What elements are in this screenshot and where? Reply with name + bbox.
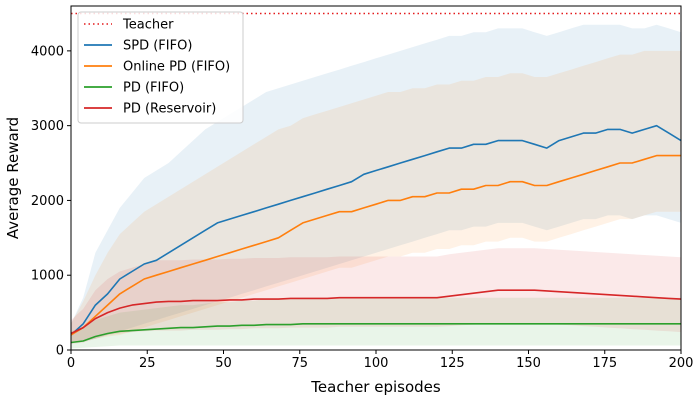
legend-label: SPD (FIFO) bbox=[123, 39, 192, 54]
band-0 bbox=[71, 24, 681, 343]
legend-box bbox=[77, 11, 244, 124]
series-line-2 bbox=[70, 322, 681, 344]
y-tick-label: 1000 bbox=[31, 269, 64, 284]
y-axis-ticks: 0 1000 2000 3000 4000 bbox=[31, 44, 71, 359]
y-tick-label: 0 bbox=[56, 344, 64, 359]
x-tick-label: 175 bbox=[592, 356, 617, 371]
band-3 bbox=[71, 248, 681, 344]
x-tick-label: 150 bbox=[516, 356, 541, 371]
y-axis-label: Average Reward bbox=[4, 117, 22, 239]
x-axis-label: Teacher episodes bbox=[310, 378, 441, 396]
legend-label: PD (Reservoir) bbox=[123, 102, 216, 117]
legend-label: Teacher bbox=[122, 18, 174, 33]
series-lines bbox=[70, 124, 682, 344]
x-tick-label: 75 bbox=[291, 356, 308, 371]
x-tick-label: 100 bbox=[364, 356, 389, 371]
series-line-3 bbox=[70, 289, 682, 335]
legend: Teacher SPD (FIFO) Online PD (FIFO) PD (FIF… bbox=[77, 11, 244, 124]
legend-label: Online PD (FIFO) bbox=[123, 60, 230, 75]
y-tick-label: 3000 bbox=[31, 119, 64, 134]
series-line-1 bbox=[70, 154, 681, 336]
y-tick-label: 4000 bbox=[31, 44, 64, 59]
band-1 bbox=[71, 50, 681, 343]
series-line-0 bbox=[70, 124, 682, 336]
x-tick-label: 25 bbox=[139, 356, 156, 371]
x-tick-label: 50 bbox=[215, 356, 232, 371]
x-axis-ticks: 0 25 50 75 100 125 150 175 200 bbox=[67, 350, 694, 371]
x-tick-label: 0 bbox=[67, 356, 75, 371]
x-tick-label: 200 bbox=[669, 356, 694, 371]
legend-label: PD (FIFO) bbox=[123, 81, 184, 96]
x-tick-label: 125 bbox=[440, 356, 465, 371]
y-tick-label: 2000 bbox=[31, 194, 64, 209]
